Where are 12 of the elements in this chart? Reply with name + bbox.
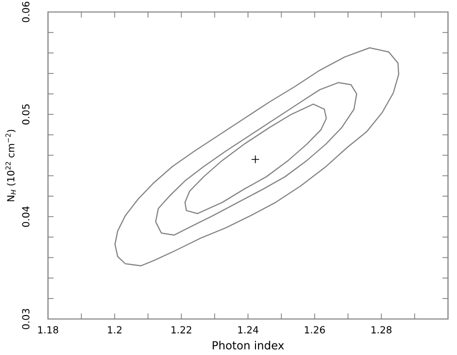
- y-tick-label: 0.03: [22, 308, 30, 330]
- x-tick-label: 1.22: [172, 326, 192, 334]
- x-axis-title: Photon index: [212, 340, 284, 350]
- x-tick-label: 1.26: [304, 326, 325, 334]
- y-tick-label: 0.06: [22, 2, 30, 22]
- y-tick-label: 0.05: [22, 104, 30, 125]
- x-tick-label: 1.2: [108, 326, 122, 334]
- x-tick-label: 1.28: [372, 326, 392, 334]
- x-tick-label: 1.24: [238, 326, 258, 334]
- y-tick-label: 0.04: [22, 206, 30, 227]
- y-axis-title: N$_{H}$ (10$^{22}$ cm$^{−2}$): [6, 130, 16, 202]
- x-tick-label: 1.18: [38, 326, 58, 334]
